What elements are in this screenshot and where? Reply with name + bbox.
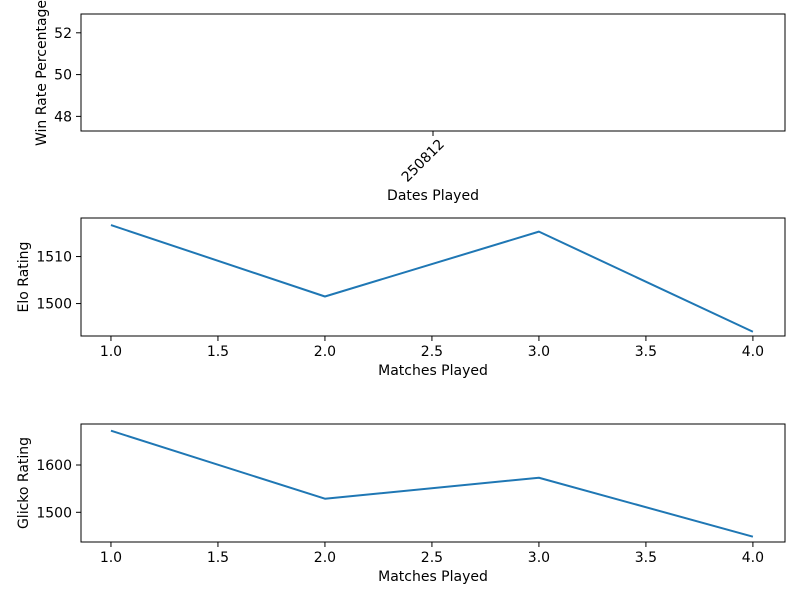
x-tick-label: 1.5 (207, 344, 229, 360)
y-tick-label: 48 (54, 109, 72, 125)
x-tick-label: 3.5 (635, 550, 657, 566)
x-tick-label: 1.5 (207, 550, 229, 566)
y-tick-label: 50 (54, 68, 72, 84)
elo-rating-line (110, 224, 754, 333)
x-tick-label: 3.0 (528, 550, 550, 566)
y-axis-label-elo-rating: Elo Rating (16, 241, 32, 313)
plot-box-0 (80, 13, 786, 132)
glicko-rating-line (110, 429, 754, 538)
plot-box-2 (80, 423, 786, 543)
y-tick-label: 1510 (36, 250, 72, 266)
x-tick-label: 4.0 (742, 550, 764, 566)
x-axis-label-dates-played: Dates Played (387, 188, 479, 204)
y-axis-label-win-rate-percentage: Win Rate Percentage (34, 0, 50, 146)
y-axis-label-glicko-rating: Glicko Rating (16, 436, 32, 530)
x-tick-label: 3.5 (635, 344, 657, 360)
y-tick-label: 1500 (36, 297, 72, 313)
x-tick-label: 4.0 (742, 344, 764, 360)
plot-box-1 (80, 217, 786, 337)
x-tick-label: 3.0 (528, 344, 550, 360)
x-tick-label: 2.5 (421, 550, 443, 566)
x-tick-label: 2.0 (314, 550, 336, 566)
x-tick-label: 2.5 (421, 344, 443, 360)
x-tick-label: 1.0 (100, 550, 122, 566)
x-axis-label-matches-played-glicko: Matches Played (378, 569, 488, 585)
x-tick-label: 1.0 (100, 344, 122, 360)
y-tick-label: 1600 (36, 458, 72, 474)
x-axis-label-matches-played-elo: Matches Played (378, 363, 488, 379)
y-tick-label: 1500 (36, 505, 72, 521)
y-tick-label: 52 (54, 26, 72, 42)
x-tick-label: 250812 (399, 137, 448, 186)
x-tick-label: 2.0 (314, 344, 336, 360)
